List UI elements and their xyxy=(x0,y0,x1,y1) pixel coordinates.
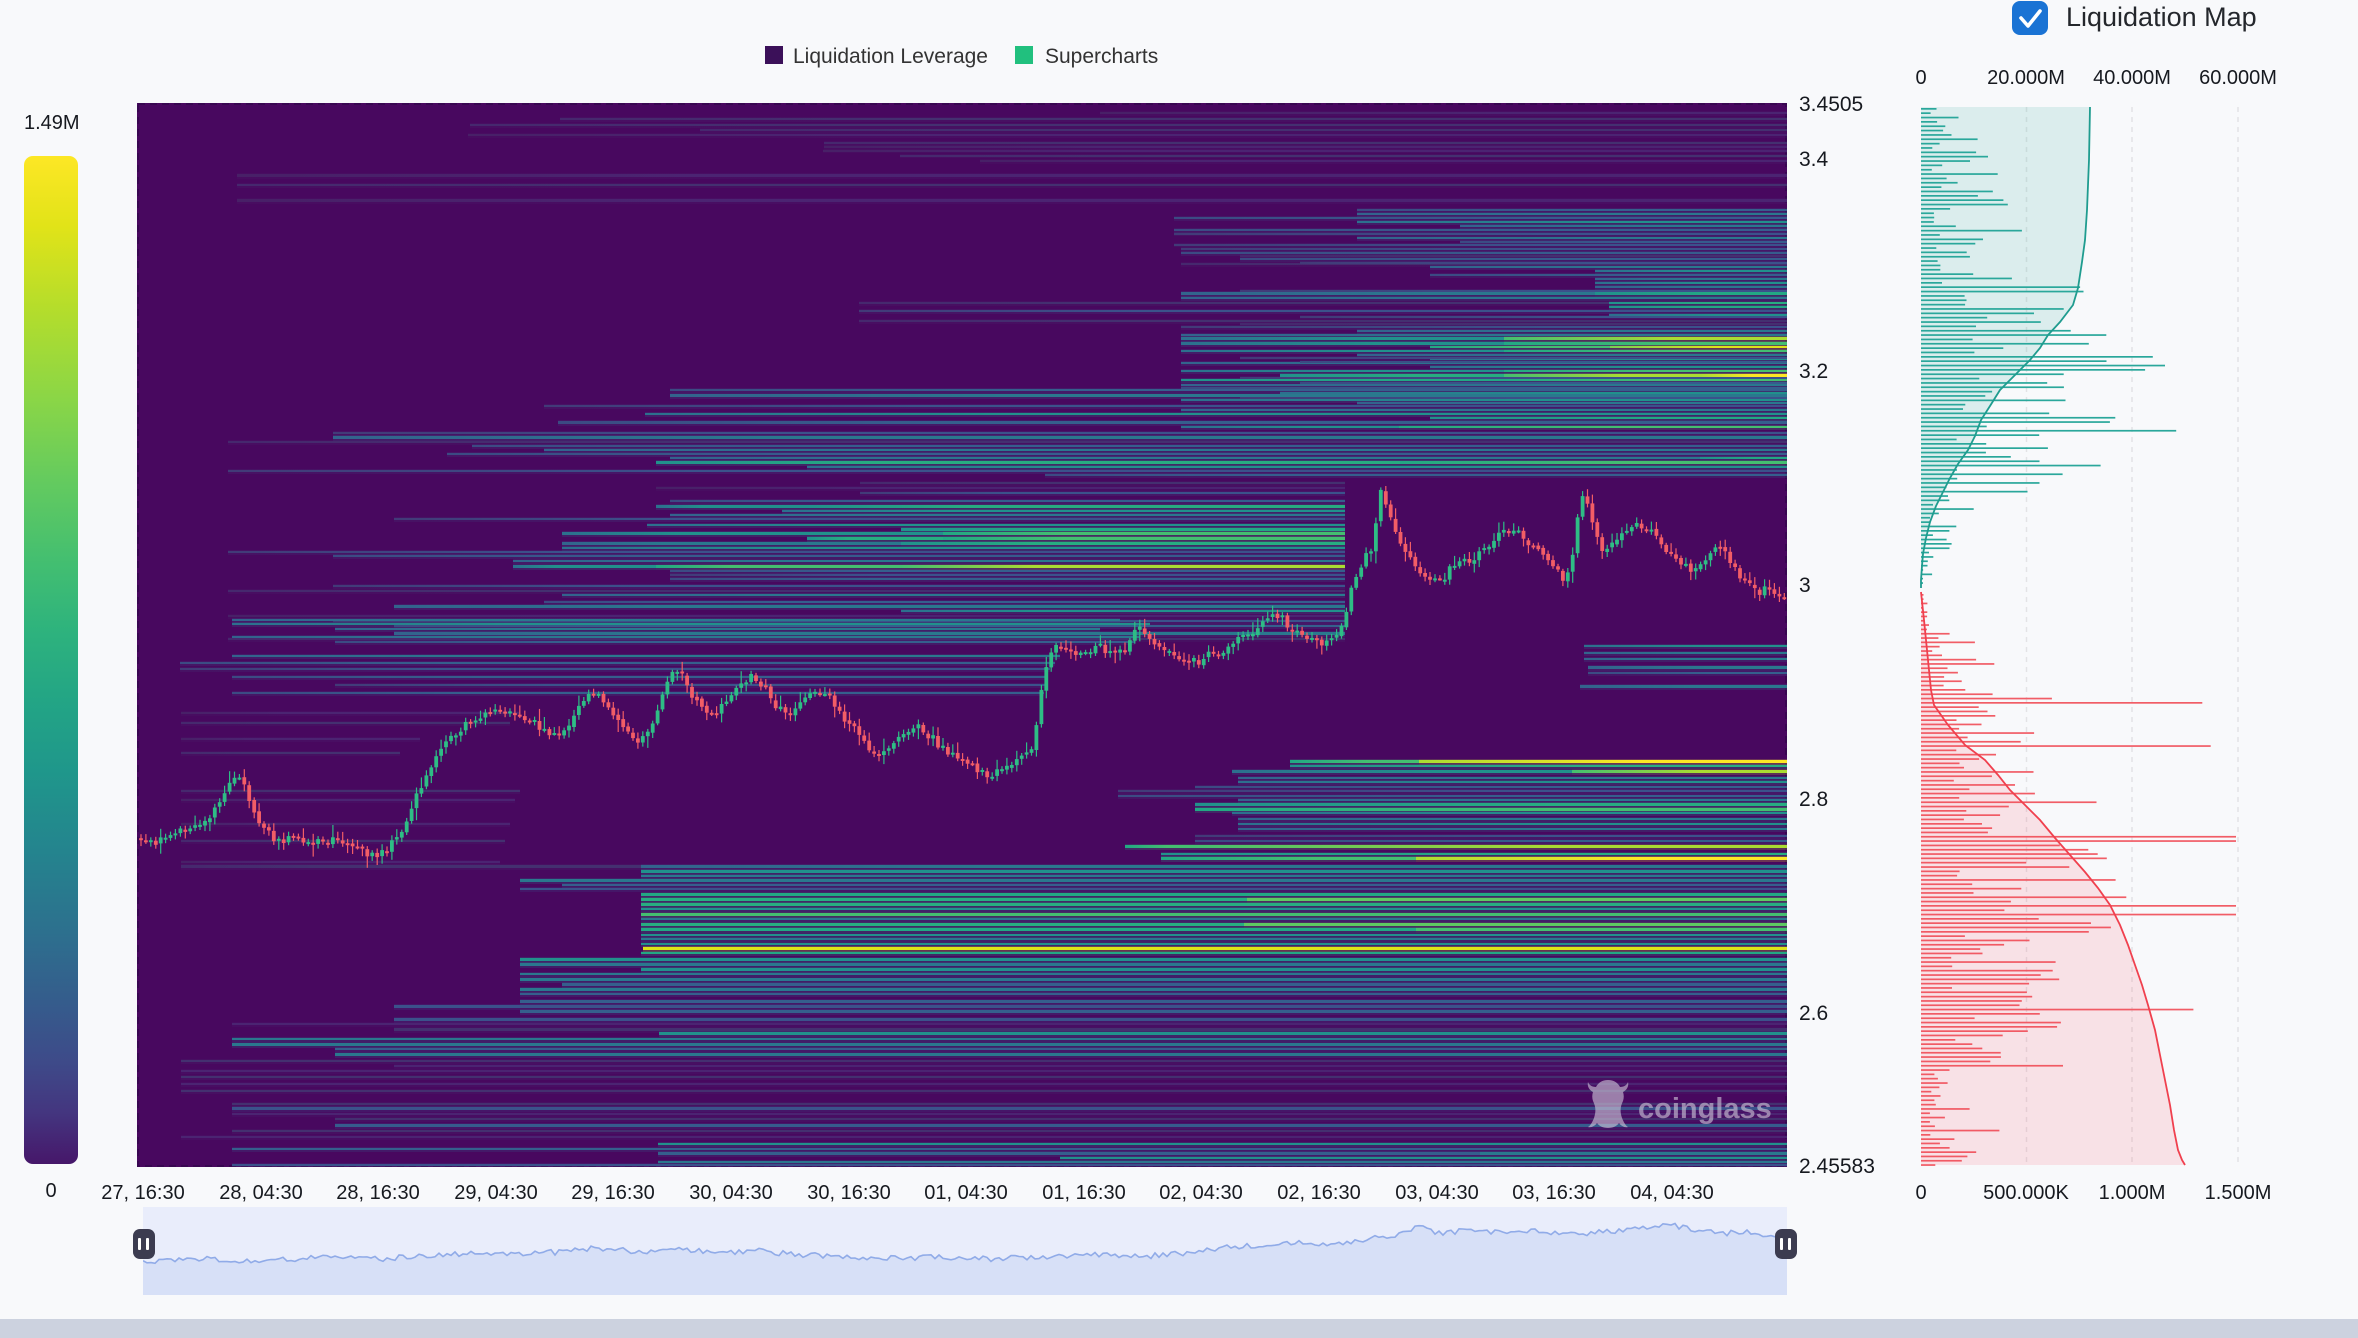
svg-text:coinglass: coinglass xyxy=(1638,1093,1772,1125)
